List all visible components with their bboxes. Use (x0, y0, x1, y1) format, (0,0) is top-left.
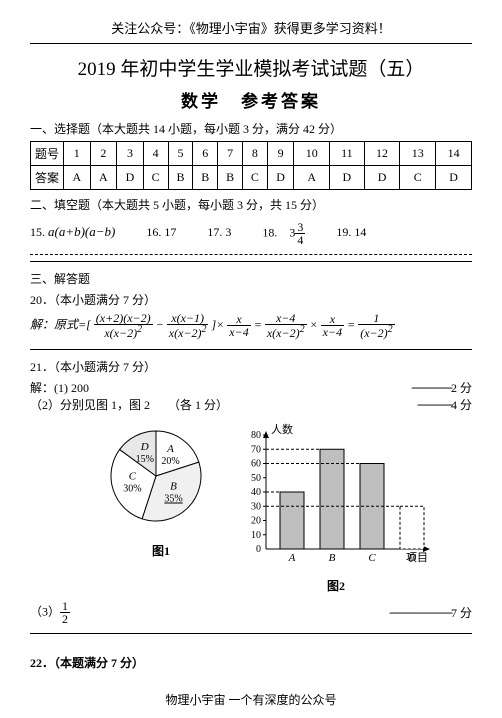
svg-text:B: B (329, 552, 336, 564)
q22-header: 22．（本题满分 7 分） (30, 654, 472, 671)
svg-text:40: 40 (251, 487, 261, 498)
pie-chart: A20% B35% C30% D15% (96, 421, 226, 536)
svg-text:20%: 20% (161, 456, 179, 467)
section1-header: 一、选择题（本大题共 14 小题，每小题 3 分，满分 42 分） (30, 120, 472, 137)
answer-table: 题号1234567891011121314 答案AADCBBBCDADDCD (30, 141, 472, 190)
svg-text:30%: 30% (123, 484, 141, 495)
wechat-header: 关注公众号：《物理小宇宙》获得更多学习资料！ (30, 18, 472, 37)
svg-text:B: B (170, 481, 177, 493)
svg-text:60: 60 (251, 459, 261, 470)
figure1: A20%B35%C30%D15% 图1 (96, 421, 226, 559)
solid-divider (30, 261, 472, 262)
svg-text:C: C (129, 471, 137, 483)
figures-container: A20%B35%C30%D15% 图1 10203040506070800人数项… (60, 421, 472, 594)
svg-text:D: D (140, 441, 149, 453)
divider (30, 43, 472, 44)
svg-text:20: 20 (251, 516, 261, 527)
main-title: 2019 年初中学生学业模拟考试试题（五） (30, 54, 472, 81)
svg-text:A: A (166, 443, 174, 455)
bar-chart: 10203040506070800人数项目ABCD (236, 421, 436, 571)
svg-text:人数: 人数 (271, 423, 293, 436)
svg-text:80: 80 (251, 430, 261, 441)
page-footer: 物理小宇宙 一个有深度的公众号 (30, 691, 472, 708)
svg-text:30: 30 (251, 501, 261, 512)
fill-blanks-row: 15. a(a+b)(a−b) 16. 17 17. 3 18. 334 19.… (30, 221, 472, 246)
svg-text:D: D (407, 552, 416, 564)
section2-header: 二、填空题（本大题共 5 小题，每小题 3 分，共 15 分） (30, 196, 472, 213)
q21-part1: 解：(1) 200 -------------------- 2 分 (30, 379, 472, 396)
svg-text:0: 0 (256, 544, 261, 555)
figure2: 10203040506070800人数项目ABCD 图2 (236, 421, 436, 594)
sub-title: 数学 参考答案 (30, 87, 472, 112)
q21-part3: （3）12 ------------------------------- 7 … (30, 600, 472, 625)
solid-divider (30, 633, 472, 634)
q20-header: 20．（本小题满分 7 分） (30, 291, 472, 308)
svg-text:15%: 15% (136, 454, 154, 465)
solid-divider (30, 349, 472, 350)
svg-text:10: 10 (251, 530, 261, 541)
svg-text:35%: 35% (164, 494, 182, 505)
svg-text:50: 50 (251, 473, 261, 484)
svg-text:A: A (288, 552, 296, 564)
q21-part2: （2）分别见图 1，图 2 （各 1 分） ----------------- … (30, 396, 472, 413)
q20-formula: 解：原式=[ (x+2)(x−2)x(x−2)2 − x(x−1)x(x−2)2… (30, 312, 472, 339)
svg-text:C: C (368, 552, 376, 564)
dashed-divider (30, 254, 472, 255)
q21-header: 21．（本小题满分 7 分） (30, 358, 472, 375)
svg-text:70: 70 (251, 444, 261, 455)
section3-header: 三、解答题 (30, 270, 472, 287)
